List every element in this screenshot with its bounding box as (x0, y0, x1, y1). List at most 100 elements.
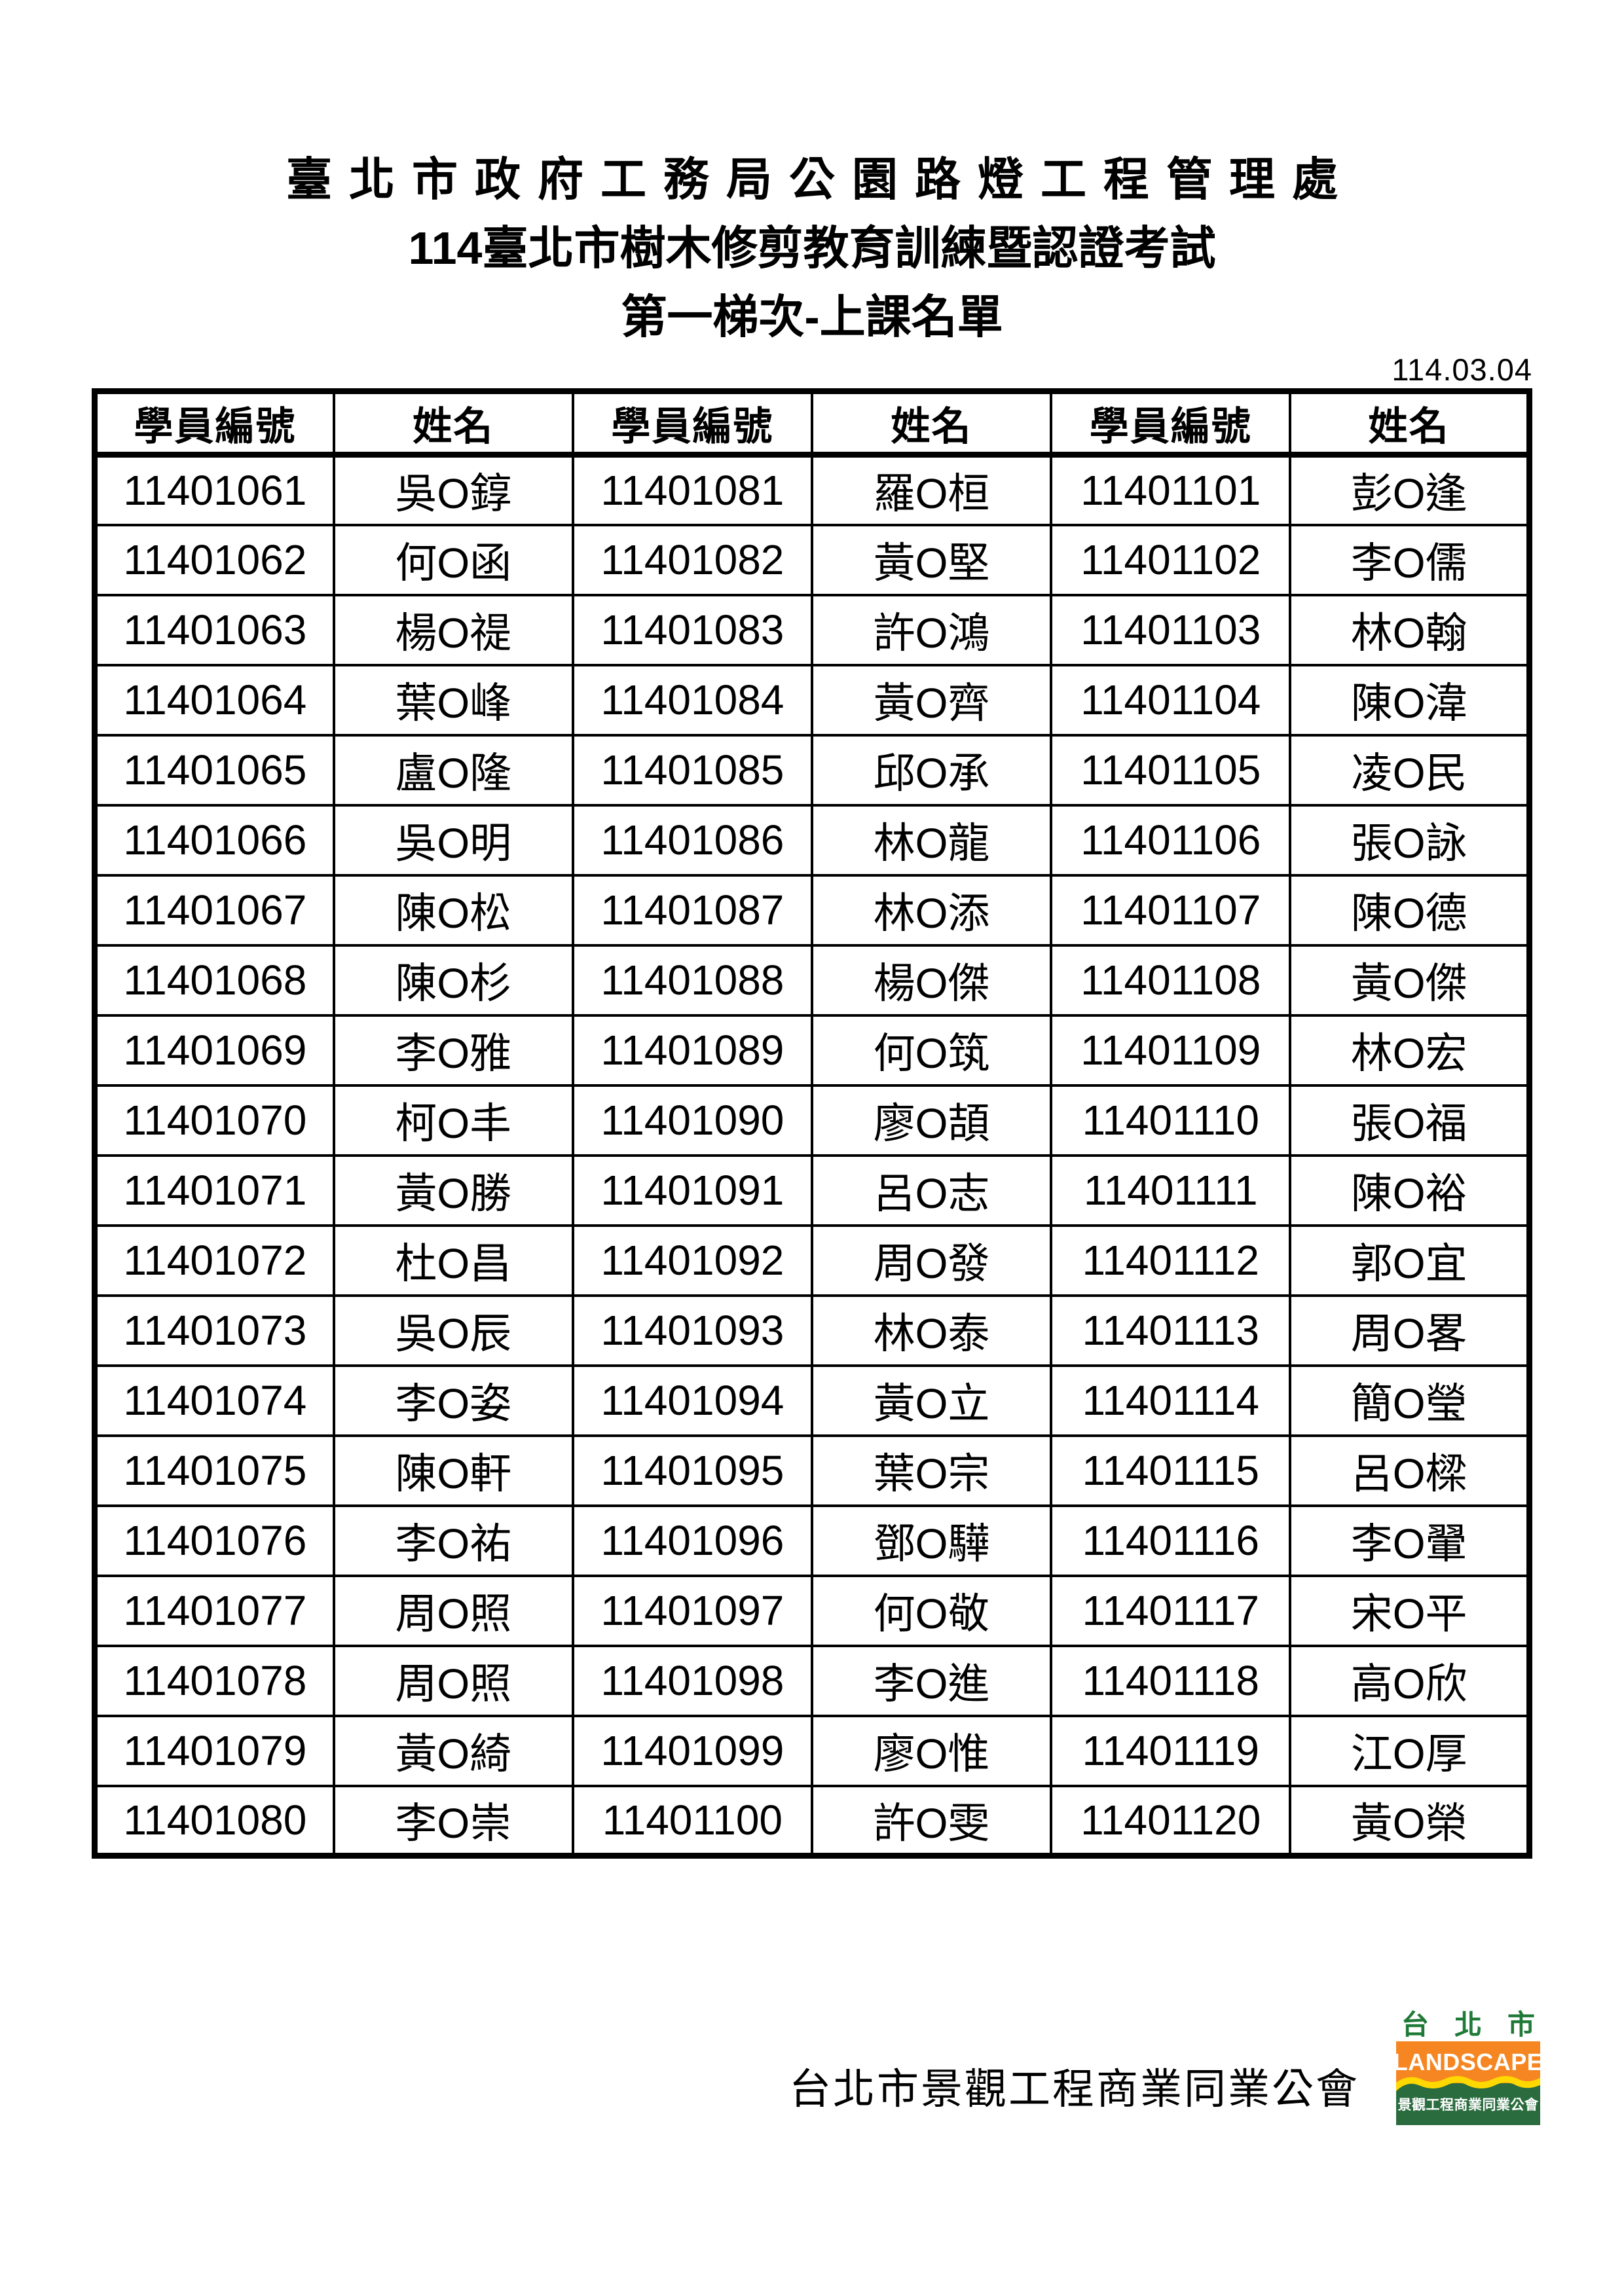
student-name-cell: 黃O齊 (810, 663, 1053, 737)
student-name-cell: 黃O勝 (332, 1154, 574, 1227)
student-name-cell: 張O詠 (1289, 803, 1531, 877)
table-row: 11401065 盧O隆 11401085 邱O承 11401105 凌O民 (93, 733, 1531, 807)
student-id-cell: 11401098 (571, 1644, 813, 1717)
student-id-cell: 11401112 (1050, 1224, 1292, 1297)
exam-date: 114.03.04 (1392, 352, 1532, 387)
student-id-cell: 11401083 (571, 593, 813, 666)
table-row: 11401072 杜O昌 11401092 周O發 11401112 郭O宜 (93, 1224, 1531, 1297)
student-id-cell: 11401072 (93, 1224, 335, 1297)
student-id-cell: 11401113 (1050, 1294, 1292, 1367)
student-name-cell: 廖O頡 (810, 1084, 1053, 1157)
table-row: 11401062 何O函 11401082 黃O堅 11401102 李O儒 (93, 523, 1531, 596)
student-id-cell: 11401110 (1050, 1084, 1292, 1157)
student-name-cell: 陳O軒 (332, 1434, 574, 1507)
student-id-cell: 11401108 (1050, 943, 1292, 1017)
student-id-cell: 11401116 (1050, 1504, 1292, 1577)
student-name-cell: 吳O明 (332, 803, 574, 877)
student-name-cell: 羅O桓 (810, 453, 1053, 526)
table-row: 11401078 周O照 11401098 李O進 11401118 高O欣 (93, 1644, 1531, 1717)
student-name-cell: 周O畧 (1289, 1294, 1531, 1367)
table-row: 11401074 李O姿 11401094 黃O立 11401114 簡O瑩 (93, 1364, 1531, 1437)
student-id-cell: 11401119 (1050, 1714, 1292, 1787)
student-name-cell: 何O函 (332, 523, 574, 596)
student-name-cell: 楊O禔 (332, 593, 574, 666)
student-name-cell: 陳O松 (332, 873, 574, 947)
student-name-cell: 葉O峰 (332, 663, 574, 737)
student-name-cell: 許O鴻 (810, 593, 1053, 666)
page-title-line-1: 臺北市政府工務局公園路燈工程管理處 (286, 154, 1355, 205)
student-id-cell: 11401120 (1050, 1784, 1292, 1857)
student-id-cell: 11401061 (93, 453, 335, 526)
student-id-cell: 11401085 (571, 733, 813, 807)
student-name-cell: 呂O樑 (1289, 1434, 1531, 1507)
table-row: 11401068 陳O杉 11401088 楊O傑 11401108 黃O傑 (93, 943, 1531, 1017)
student-name-cell: 邱O承 (810, 733, 1053, 807)
roster-table: 學員編號 姓名 學員編號 姓名 學員編號 姓名 11401061 吳O錞 11401… (92, 388, 1532, 1859)
student-name-cell: 吳O辰 (332, 1294, 574, 1367)
student-name-cell: 李O儒 (1289, 523, 1531, 596)
table-row: 11401069 李O雅 11401089 何O筑 11401109 林O宏 (93, 1013, 1531, 1087)
student-id-cell: 11401117 (1050, 1574, 1292, 1647)
student-id-cell: 11401111 (1050, 1154, 1292, 1227)
student-id-cell: 11401114 (1050, 1364, 1292, 1437)
student-id-cell: 11401101 (1050, 453, 1292, 526)
student-id-cell: 11401107 (1050, 873, 1292, 947)
student-id-cell: 11401079 (93, 1714, 335, 1787)
table-row: 11401061 吳O錞 11401081 羅O桓 11401101 彭O逢 (93, 453, 1531, 526)
student-id-cell: 11401086 (571, 803, 813, 877)
student-name-cell: 林O宏 (1289, 1013, 1531, 1087)
student-id-cell: 11401103 (1050, 593, 1292, 666)
student-name-cell: 楊O傑 (810, 943, 1053, 1017)
student-name-cell: 凌O民 (1289, 733, 1531, 807)
student-id-cell: 11401082 (571, 523, 813, 596)
student-id-cell: 11401088 (571, 943, 813, 1017)
table-row: 11401066 吳O明 11401086 林O龍 11401106 張O詠 (93, 803, 1531, 877)
student-id-cell: 11401100 (571, 1784, 813, 1857)
student-id-cell: 11401094 (571, 1364, 813, 1437)
student-name-cell: 陳O裕 (1289, 1154, 1531, 1227)
student-name-cell: 李O進 (810, 1644, 1053, 1717)
student-name-cell: 周O照 (332, 1644, 574, 1717)
student-name-cell: 彭O逢 (1289, 453, 1531, 526)
table-header-row: 學員編號 姓名 學員編號 姓名 學員編號 姓名 (93, 388, 1531, 458)
student-id-cell: 11401118 (1050, 1644, 1292, 1717)
student-id-cell: 11401064 (93, 663, 335, 737)
footer-organization-name: 台北市景觀工程商業同業公會 (789, 2066, 1359, 2113)
student-name-cell: 林O泰 (810, 1294, 1053, 1367)
student-name-cell: 宋O平 (1289, 1574, 1531, 1647)
student-name-cell: 黃O堅 (810, 523, 1053, 596)
student-id-cell: 11401076 (93, 1504, 335, 1577)
student-name-cell: 吳O錞 (332, 453, 574, 526)
student-id-cell: 11401087 (571, 873, 813, 947)
student-id-cell: 11401073 (93, 1294, 335, 1367)
table-row: 11401077 周O照 11401097 何O敬 11401117 宋O平 (93, 1574, 1531, 1647)
student-id-cell: 11401099 (571, 1714, 813, 1787)
table-row: 11401079 黃O綺 11401099 廖O惟 11401119 江O厚 (93, 1714, 1531, 1787)
table-row: 11401071 黃O勝 11401091 呂O志 11401111 陳O裕 (93, 1154, 1531, 1227)
student-id-cell: 11401092 (571, 1224, 813, 1297)
student-name-cell: 簡O瑩 (1289, 1364, 1531, 1437)
student-name-cell: 黃O立 (810, 1364, 1053, 1437)
student-id-cell: 11401070 (93, 1084, 335, 1157)
student-id-cell: 11401066 (93, 803, 335, 877)
student-name-cell: 李O翬 (1289, 1504, 1531, 1577)
student-name-cell: 李O姿 (332, 1364, 574, 1437)
page-title-line-2: 114臺北市樹木修剪教育訓練暨認證考試 (408, 223, 1216, 274)
student-id-cell: 11401104 (1050, 663, 1292, 737)
student-name-cell: 李O雅 (332, 1013, 574, 1087)
table-row: 11401070 柯O丰 11401090 廖O頡 11401110 張O福 (93, 1084, 1531, 1157)
student-name-cell: 林O龍 (810, 803, 1053, 877)
table-row: 11401063 楊O禔 11401083 許O鴻 11401103 林O翰 (93, 593, 1531, 666)
logo-landscape-text: LANDSCAPE (1393, 2041, 1543, 2083)
student-name-cell: 何O敬 (810, 1574, 1053, 1647)
student-name-cell: 黃O榮 (1289, 1784, 1531, 1857)
student-id-cell: 11401090 (571, 1084, 813, 1157)
column-header-name: 姓名 (1289, 388, 1531, 458)
table-row: 11401067 陳O松 11401087 林O添 11401107 陳O德 (93, 873, 1531, 947)
student-name-cell: 柯O丰 (332, 1084, 574, 1157)
landscape-association-logo: 台北市 LANDSCAPE 景觀工程商業同業公會 (1393, 2009, 1543, 2125)
table-row: 11401076 李O祐 11401096 鄧O驊 11401116 李O翬 (93, 1504, 1531, 1577)
student-id-cell: 11401069 (93, 1013, 335, 1087)
document-header: 臺北市政府工務局公園路燈工程管理處 114臺北市樹木修剪教育訓練暨認證考試 第一… (0, 0, 1624, 352)
